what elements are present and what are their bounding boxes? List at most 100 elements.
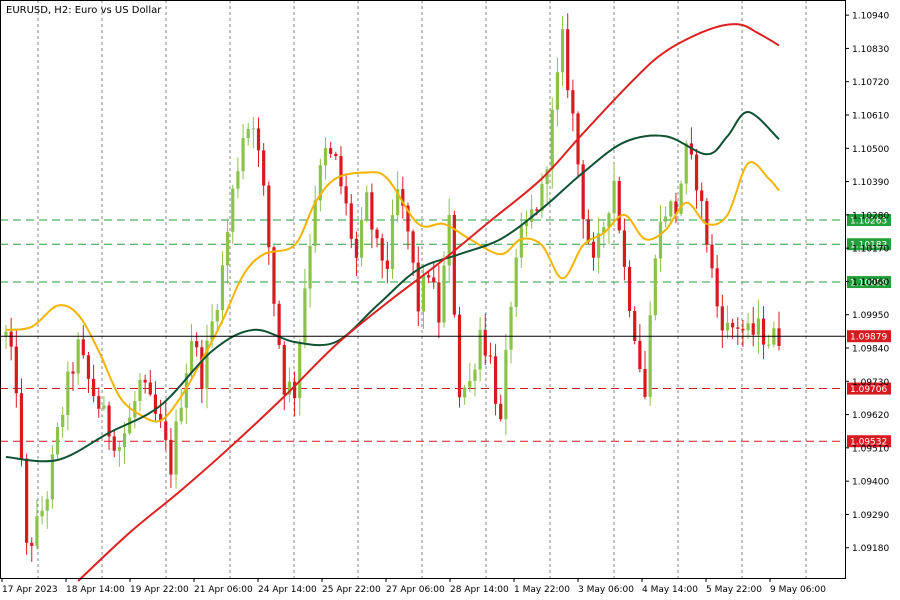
candle-bullish [597, 217, 601, 274]
candle-body [220, 265, 225, 311]
candle-bearish [19, 378, 24, 467]
candle-body [334, 153, 338, 157]
candle-body [406, 205, 410, 232]
candle-body [30, 542, 34, 546]
price-axis: 1.10940 1.10830 1.10720 1.10610 1.10500 1.103… [845, 12, 889, 554]
moving-average-fast [5, 161, 780, 423]
candle-body [602, 227, 606, 234]
candle-body [282, 344, 286, 395]
y-tick-label: 1.09950 [852, 311, 889, 321]
candle-bearish [277, 300, 281, 349]
price-level-tag-label: 1.10263 [850, 217, 887, 227]
candle-body [411, 231, 415, 263]
candle-bearish [292, 371, 297, 417]
candle-bearish [736, 317, 740, 345]
x-tick-label: 24 Apr 14:00 [258, 585, 317, 595]
candle-bullish [122, 422, 127, 464]
candle-bearish [426, 271, 431, 284]
y-tick-label: 1.09840 [852, 345, 889, 355]
candle-body [725, 322, 730, 331]
candle-body [720, 306, 724, 331]
candle-bearish [566, 13, 570, 99]
candle-body [694, 154, 699, 191]
candle-bullish [746, 312, 750, 339]
candle-bearish [375, 227, 379, 248]
candle-body [607, 213, 611, 228]
candle-body [169, 439, 173, 475]
candle-body [359, 219, 364, 258]
candle-body [648, 315, 652, 397]
candle-bullish [133, 391, 137, 429]
candle-bearish [694, 148, 699, 209]
candle-body [741, 328, 745, 331]
y-tick-label: 1.10060 [852, 278, 889, 288]
candle-bullish [359, 207, 364, 267]
candle-body [509, 306, 513, 350]
candle-body [179, 407, 183, 422]
candlestick-series [4, 13, 781, 562]
y-tick-label: 1.10390 [852, 178, 889, 188]
x-tick-label: 5 May 22:00 [706, 585, 762, 595]
candle-bearish [153, 381, 158, 423]
candle-body [128, 417, 132, 434]
candle-bearish [483, 313, 487, 365]
candle-bullish [215, 303, 219, 333]
candle-body [731, 322, 735, 328]
candle-bearish [777, 311, 781, 351]
candle-bullish [236, 157, 240, 199]
candle-bullish [756, 299, 760, 354]
moving-average-mid [5, 111, 780, 463]
candle-bullish [241, 124, 245, 180]
candle-bullish [478, 316, 482, 382]
candle-body [25, 458, 29, 543]
candle-body [746, 323, 750, 331]
candle-bearish [411, 229, 415, 277]
candle-bearish [571, 79, 575, 132]
x-tick-label: 19 Apr 22:00 [130, 585, 189, 595]
candle-body [633, 311, 637, 341]
current-price-tag [847, 330, 891, 343]
candle-bearish [617, 176, 621, 234]
candle-bullish [767, 334, 771, 349]
candle-bullish [225, 218, 230, 284]
candle-body [447, 214, 451, 266]
candle-body [597, 233, 601, 258]
candle-body [76, 339, 80, 374]
candle-bullish [287, 367, 292, 403]
candle-bearish [143, 374, 147, 394]
candle-body [545, 169, 549, 185]
candle-body [251, 128, 255, 130]
candle-bullish [313, 185, 317, 253]
candle-bearish [731, 318, 735, 339]
candle-bearish [262, 143, 266, 196]
candle-bullish [540, 173, 544, 219]
price-level-tag [847, 276, 891, 289]
candle-bullish [550, 97, 554, 189]
candle-body [298, 342, 302, 399]
candle-body [478, 329, 482, 370]
x-tick-label: 4 May 14:00 [642, 585, 698, 595]
candle-body [189, 341, 194, 374]
candle-bullish [530, 194, 534, 229]
candle-bullish [514, 248, 518, 317]
candle-bearish [710, 234, 714, 279]
candle-body [354, 238, 359, 258]
candle-body [488, 355, 493, 357]
candle-body [318, 165, 322, 201]
candle-body [86, 355, 91, 379]
plot-frame [0, 0, 846, 579]
y-tick-label: 1.09510 [852, 444, 889, 454]
candle-body [540, 184, 544, 211]
candle-body [159, 413, 163, 422]
candle-body [566, 29, 570, 91]
candle-bearish [81, 325, 85, 359]
candle-body [236, 171, 240, 189]
candle-bullish [298, 339, 302, 416]
y-tick-label: 1.10720 [852, 78, 889, 88]
candle-bearish [349, 194, 353, 249]
candle-body [122, 433, 127, 448]
candle-body [380, 238, 384, 261]
candle-body [14, 346, 18, 394]
candle-bearish [148, 369, 152, 397]
